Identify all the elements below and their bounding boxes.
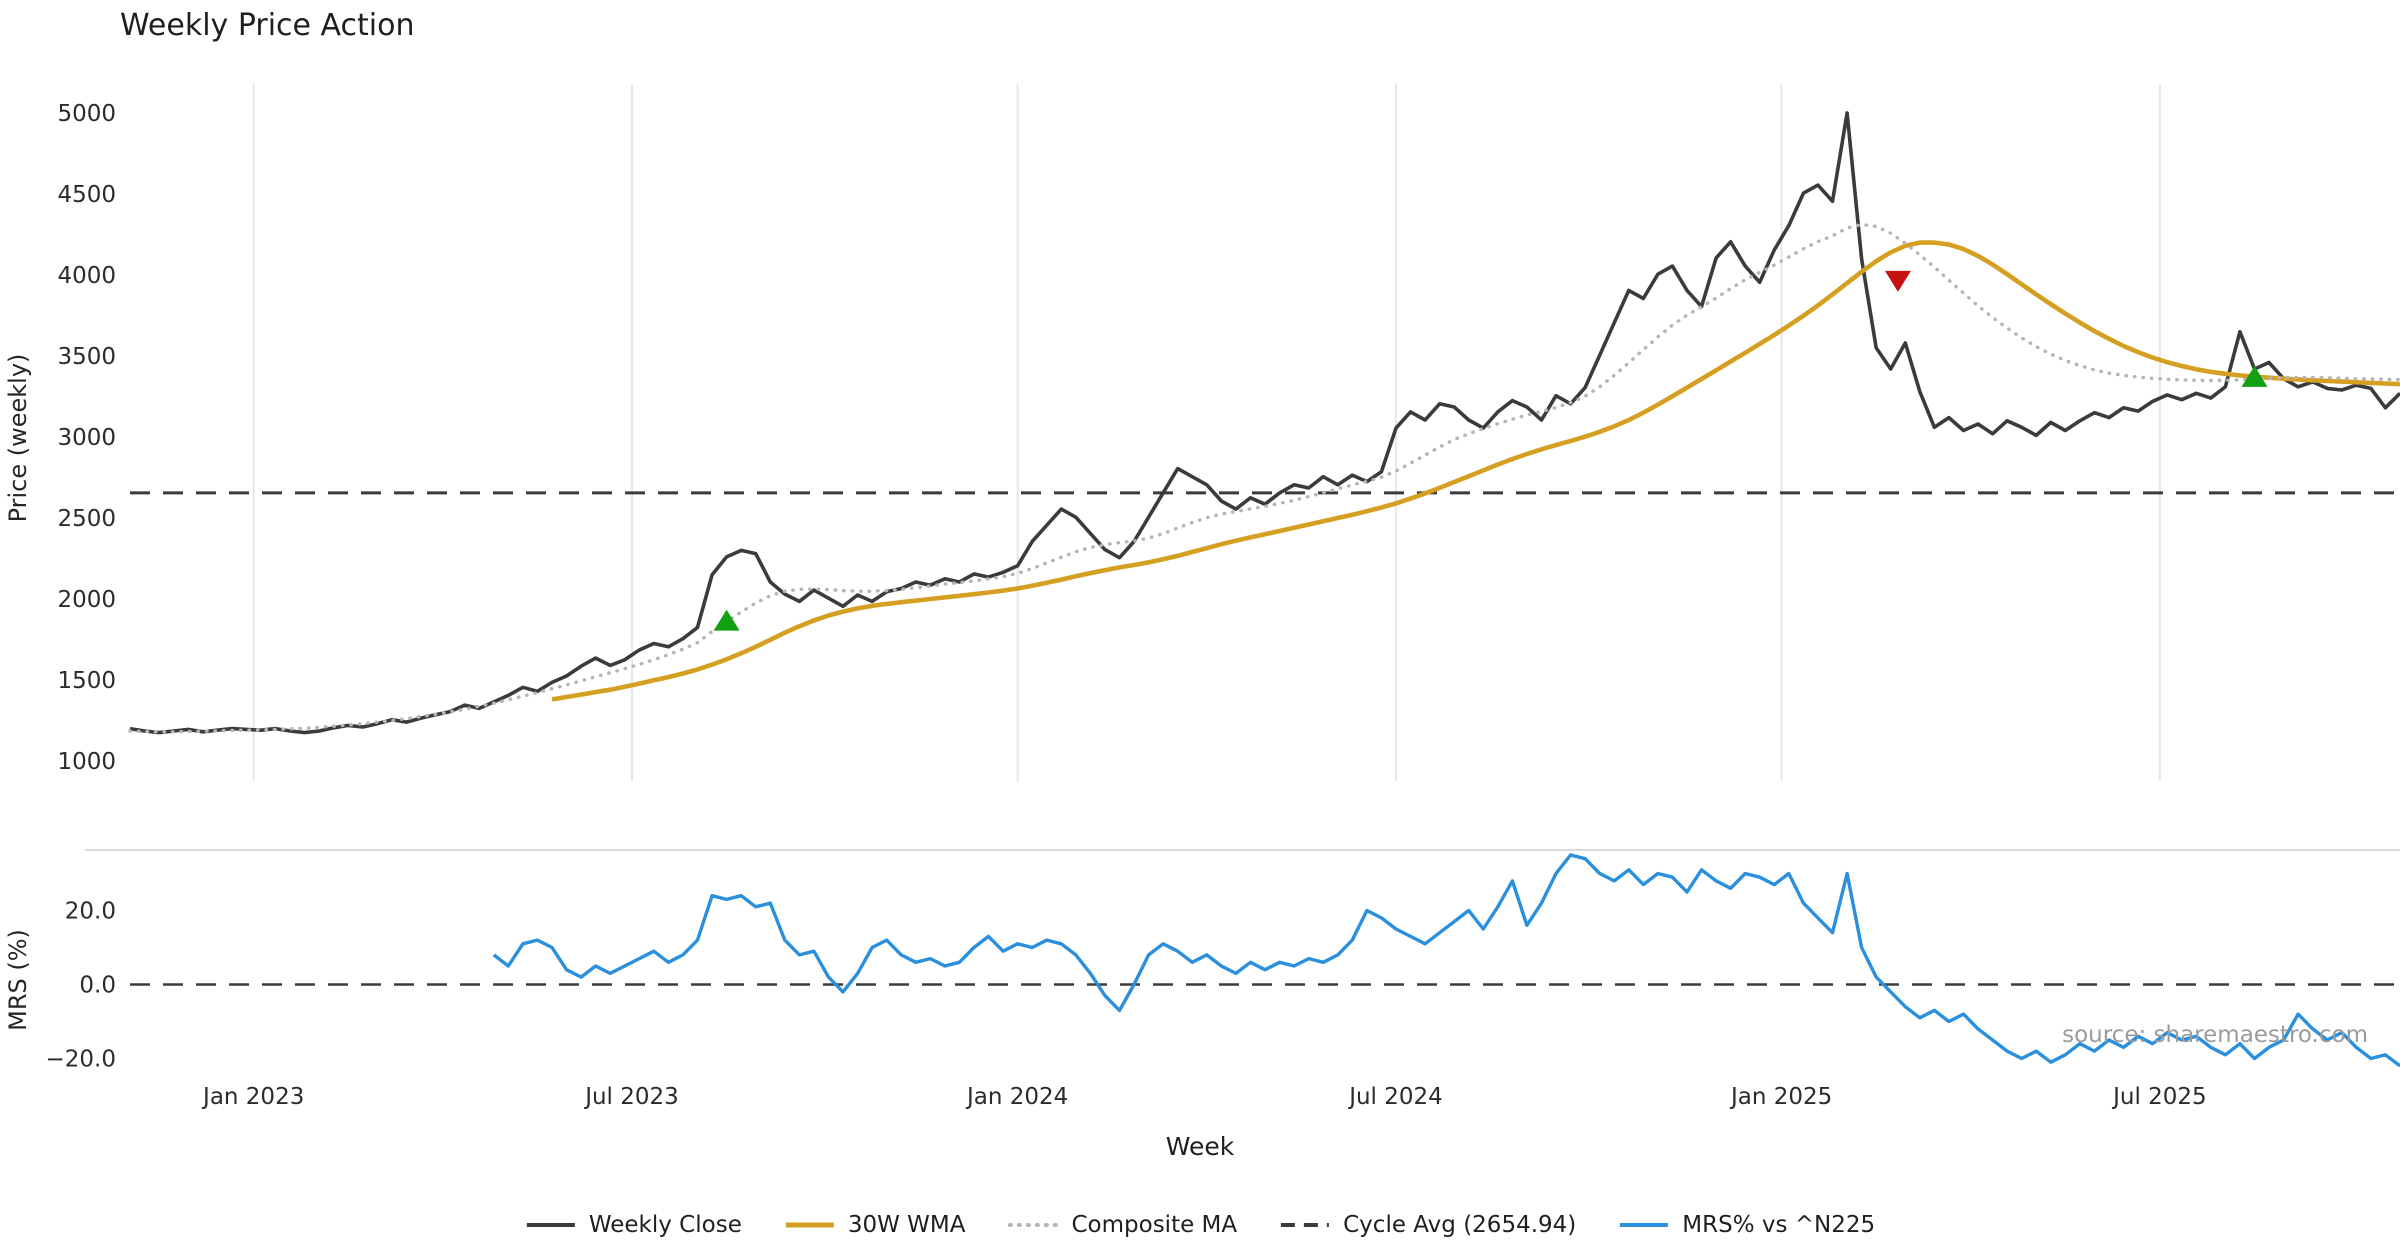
legend-item-cycle-avg: Cycle Avg (2654.94) xyxy=(1279,1212,1576,1238)
price-tick-label: 5000 xyxy=(57,101,116,127)
legend-label: Cycle Avg (2654.94) xyxy=(1343,1212,1577,1238)
price-tick-label: 2000 xyxy=(57,587,116,613)
x-tick-label: Jul 2024 xyxy=(1347,1084,1443,1110)
series-composite-ma xyxy=(128,222,2400,734)
mrs-tick-label: −20.0 xyxy=(46,1047,116,1073)
x-tick-label: Jan 2024 xyxy=(965,1084,1068,1110)
series-wma-30w xyxy=(551,240,2400,702)
triangle-down-marker xyxy=(1884,270,1911,292)
legend-item-mrs: MRS% vs ^N225 xyxy=(1618,1212,1875,1238)
price-tick-label: 1000 xyxy=(57,749,116,775)
legend-item-30w-wma: 30W WMA xyxy=(784,1212,966,1238)
series-mrs xyxy=(492,853,2400,1068)
legend-line-weekly-close-icon xyxy=(526,1223,575,1227)
x-tick-label: Jan 2025 xyxy=(1729,1084,1832,1110)
legend-item-weekly-close: Weekly Close xyxy=(525,1212,742,1238)
series-weekly-close xyxy=(129,111,2400,735)
source-watermark: source: sharemaestro.com xyxy=(2062,1022,2368,1048)
price-tick-label: 1500 xyxy=(57,668,116,694)
price-tick-label: 4500 xyxy=(57,182,116,208)
legend-item-composite-ma: Composite MA xyxy=(1007,1212,1237,1238)
x-tick-label: Jul 2023 xyxy=(583,1084,679,1110)
triangle-up-marker xyxy=(713,609,740,631)
triangle-up-marker xyxy=(2241,365,2268,387)
chart-title: Weekly Price Action xyxy=(120,8,415,43)
gridlines xyxy=(252,84,2161,781)
price-tick-label: 3500 xyxy=(57,344,116,370)
x-tick-label: Jan 2023 xyxy=(201,1084,304,1110)
legend-label: MRS% vs ^N225 xyxy=(1682,1212,1876,1238)
legend-line-composite-ma-icon xyxy=(1007,1223,1060,1227)
legend: Weekly Close 30W WMA Composite MA Cycle … xyxy=(525,1212,1875,1238)
price-tick-label: 2500 xyxy=(57,506,116,532)
legend-label: 30W WMA xyxy=(847,1212,966,1238)
price-tick-label: 3000 xyxy=(57,425,116,451)
x-tick-label: Jul 2025 xyxy=(2111,1084,2207,1110)
mrs-tick-label: 0.0 xyxy=(79,973,116,999)
mrs-tick-label: 20.0 xyxy=(65,899,116,925)
legend-label: Weekly Close xyxy=(588,1212,742,1238)
legend-line-30w-wma-icon xyxy=(785,1222,834,1228)
legend-line-cycle-avg-icon xyxy=(1281,1223,1330,1227)
price-tick-label: 4000 xyxy=(57,263,116,289)
x-axis-label: Week xyxy=(1165,1132,1235,1161)
legend-label: Composite MA xyxy=(1071,1212,1238,1238)
legend-line-mrs-icon xyxy=(1620,1223,1669,1227)
